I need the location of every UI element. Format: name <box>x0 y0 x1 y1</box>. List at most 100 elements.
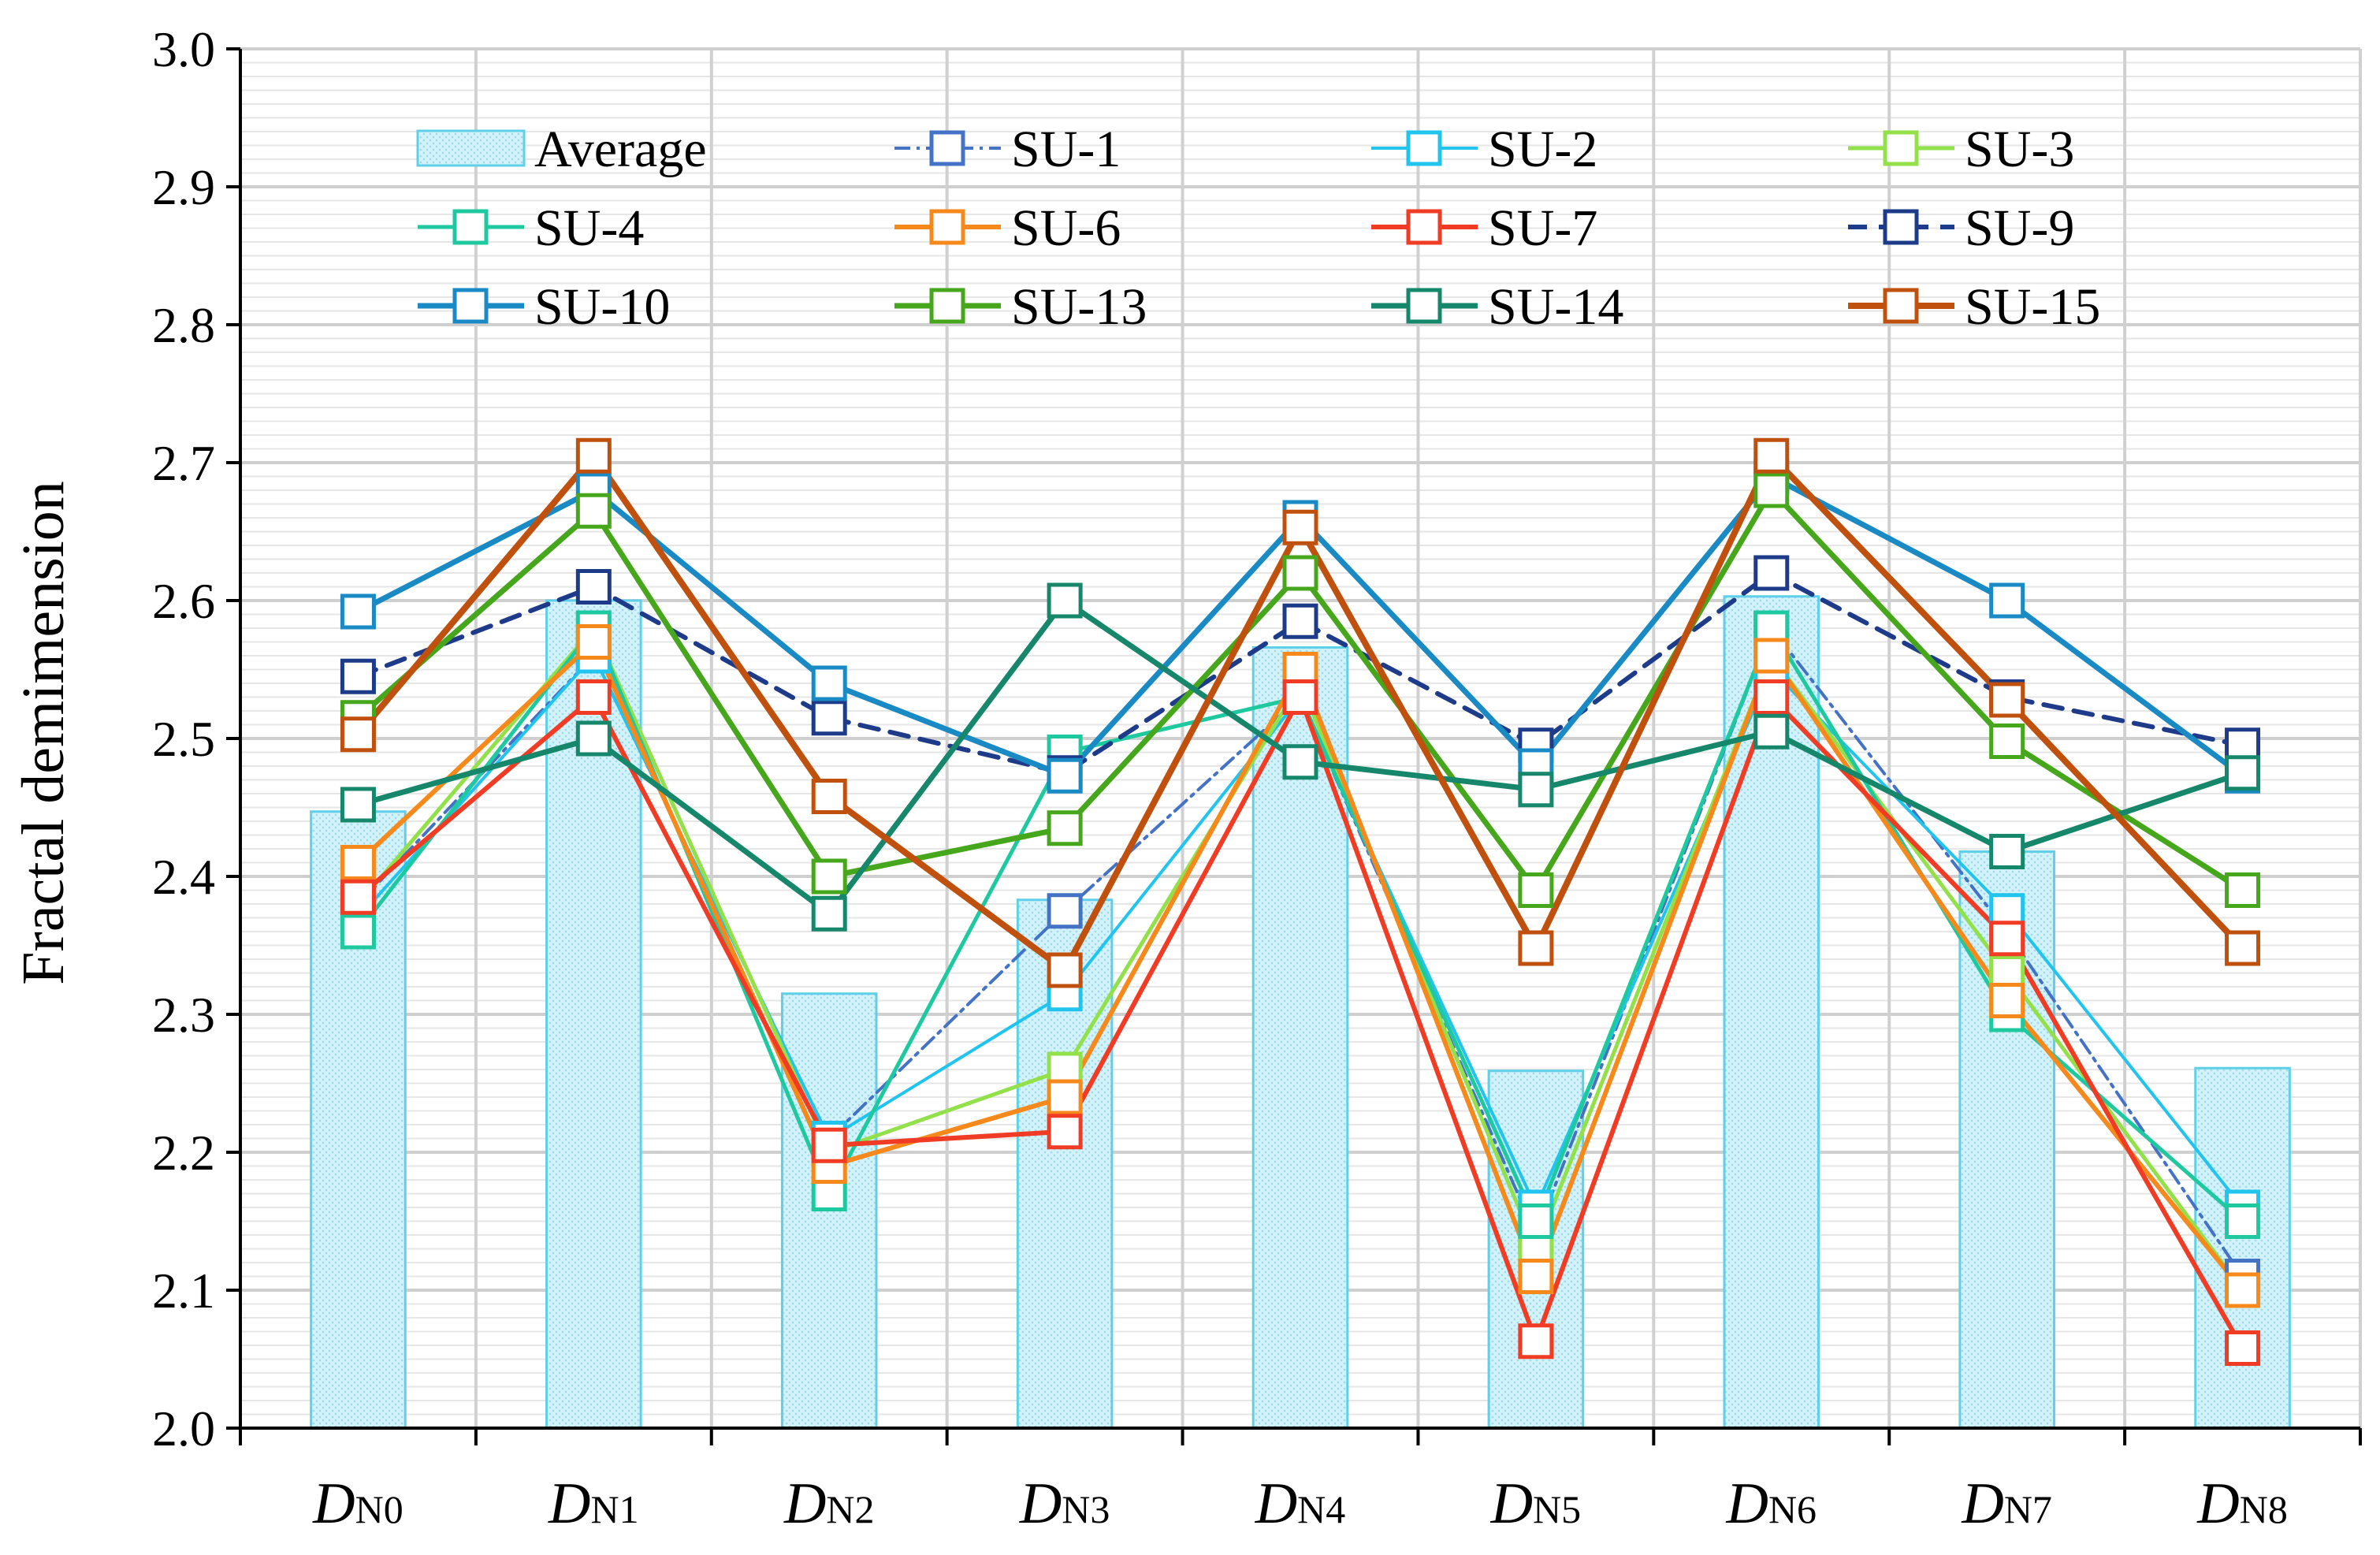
legend-label: SU-13 <box>1011 278 1147 336</box>
data-point-marker <box>340 658 376 694</box>
data-point-marker <box>811 665 847 701</box>
legend-label: SU-3 <box>1965 121 2074 178</box>
y-tick-labels: 2.0 2.1 2.2 2.3 2.4 2.5 2.6 2.7 2.8 2.9 3.0 <box>152 21 215 1456</box>
legend-marker-swatch <box>452 288 489 324</box>
data-point-marker <box>2225 872 2261 908</box>
data-point-marker <box>340 845 376 880</box>
data-point-marker <box>1518 930 1554 966</box>
data-point-marker <box>1989 682 2025 718</box>
legend-marker-swatch <box>452 209 489 245</box>
legend-label: SU-1 <box>1011 121 1121 178</box>
legend-marker-swatch <box>1406 288 1442 324</box>
y-tick-label: 3.0 <box>152 21 215 77</box>
data-point-marker <box>1753 713 1790 750</box>
data-point-marker <box>811 895 847 932</box>
data-point-marker <box>1518 1323 1554 1360</box>
data-point-marker <box>1047 893 1083 929</box>
legend-label: SU-9 <box>1965 199 2074 257</box>
data-point-marker <box>1753 679 1790 715</box>
data-point-marker <box>1989 921 2025 957</box>
legend-marker-swatch <box>1883 288 1919 324</box>
data-point-marker <box>340 716 376 753</box>
legend-label: Average <box>534 121 707 178</box>
data-point-marker <box>575 569 612 605</box>
data-point-marker <box>1753 472 1790 508</box>
legend-label: SU-15 <box>1965 278 2100 336</box>
data-point-marker <box>1047 1114 1083 1150</box>
axes <box>226 47 2362 1445</box>
data-point-marker <box>1753 638 1790 674</box>
legend-label: SU-4 <box>534 199 644 257</box>
x-tick-label: DN2 <box>783 1471 875 1536</box>
data-point-marker <box>1282 679 1318 715</box>
legend-swatch-average <box>416 129 526 167</box>
data-point-marker <box>1282 555 1318 591</box>
y-tick-label: 2.4 <box>152 849 215 905</box>
data-point-marker <box>1989 724 2025 759</box>
legend-label: SU-6 <box>1011 199 1121 257</box>
data-point-marker <box>811 700 847 736</box>
data-point-marker <box>1989 983 2025 1018</box>
y-tick-label: 2.6 <box>152 573 215 629</box>
y-tick-label: 2.8 <box>152 297 215 353</box>
legend-marker-swatch <box>1406 130 1442 166</box>
y-axis-label: Fractal demimension <box>10 481 76 985</box>
legend-marker-swatch <box>929 288 965 324</box>
data-point-marker <box>1047 810 1083 846</box>
data-point-marker <box>575 624 612 660</box>
y-tick-label: 2.2 <box>152 1125 215 1181</box>
x-tick-label: DN7 <box>1961 1471 2052 1536</box>
x-tick-label: DN8 <box>2196 1471 2288 1536</box>
legend: Average SU-1 SU-2 SU-3 SU-4 SU-6 SU-7 SU-9 SU-10… <box>416 121 2100 336</box>
data-point-marker <box>1282 509 1318 545</box>
legend-label: SU-7 <box>1488 199 1597 257</box>
data-point-marker <box>2225 1330 2261 1366</box>
legend-label: SU-2 <box>1488 121 1597 178</box>
series-markers <box>340 437 2261 1366</box>
data-point-marker <box>1282 744 1318 780</box>
legend-label: SU-14 <box>1488 278 1623 336</box>
x-tick-label: DN3 <box>1019 1471 1110 1536</box>
data-point-marker <box>811 779 847 814</box>
data-point-marker <box>575 720 612 757</box>
data-point-marker <box>2225 930 2261 966</box>
data-point-marker <box>811 858 847 895</box>
y-tick-label: 2.9 <box>152 159 215 215</box>
y-tick-label: 2.0 <box>152 1401 215 1456</box>
data-point-marker <box>1047 582 1083 619</box>
data-point-marker <box>1989 582 2025 619</box>
data-point-marker <box>811 1127 847 1163</box>
data-point-marker <box>1518 1203 1554 1239</box>
data-point-marker <box>1047 757 1083 794</box>
data-point-marker <box>1047 952 1083 988</box>
x-tick-label: DN4 <box>1255 1471 1346 1536</box>
legend-marker-swatch <box>929 209 965 245</box>
x-tick-label: DN5 <box>1490 1471 1582 1536</box>
legend-label: SU-10 <box>534 278 670 336</box>
data-point-marker <box>340 787 376 823</box>
data-point-marker <box>1989 834 2025 869</box>
data-point-marker <box>1047 1079 1083 1115</box>
x-tick-label: DN6 <box>1725 1471 1817 1536</box>
data-point-marker <box>1282 603 1318 639</box>
x-tick-label: DN0 <box>312 1471 403 1536</box>
y-tick-label: 2.3 <box>152 987 215 1043</box>
y-tick-label: 2.5 <box>152 711 215 767</box>
legend-marker-swatch <box>929 130 965 166</box>
data-point-marker <box>340 593 376 630</box>
data-point-marker <box>575 437 612 474</box>
y-tick-label: 2.1 <box>152 1263 215 1319</box>
data-point-marker <box>1753 437 1790 474</box>
data-point-marker <box>2225 755 2261 791</box>
data-point-marker <box>2225 1203 2261 1239</box>
data-point-marker <box>2225 1272 2261 1308</box>
y-tick-label: 2.7 <box>152 435 215 491</box>
legend-marker-swatch <box>1883 209 1919 245</box>
data-point-marker <box>1518 872 1554 908</box>
data-point-marker <box>575 679 612 715</box>
data-point-marker <box>1753 555 1790 591</box>
legend-marker-swatch <box>1883 130 1919 166</box>
data-point-marker <box>1518 1259 1554 1294</box>
data-point-marker <box>340 879 376 915</box>
